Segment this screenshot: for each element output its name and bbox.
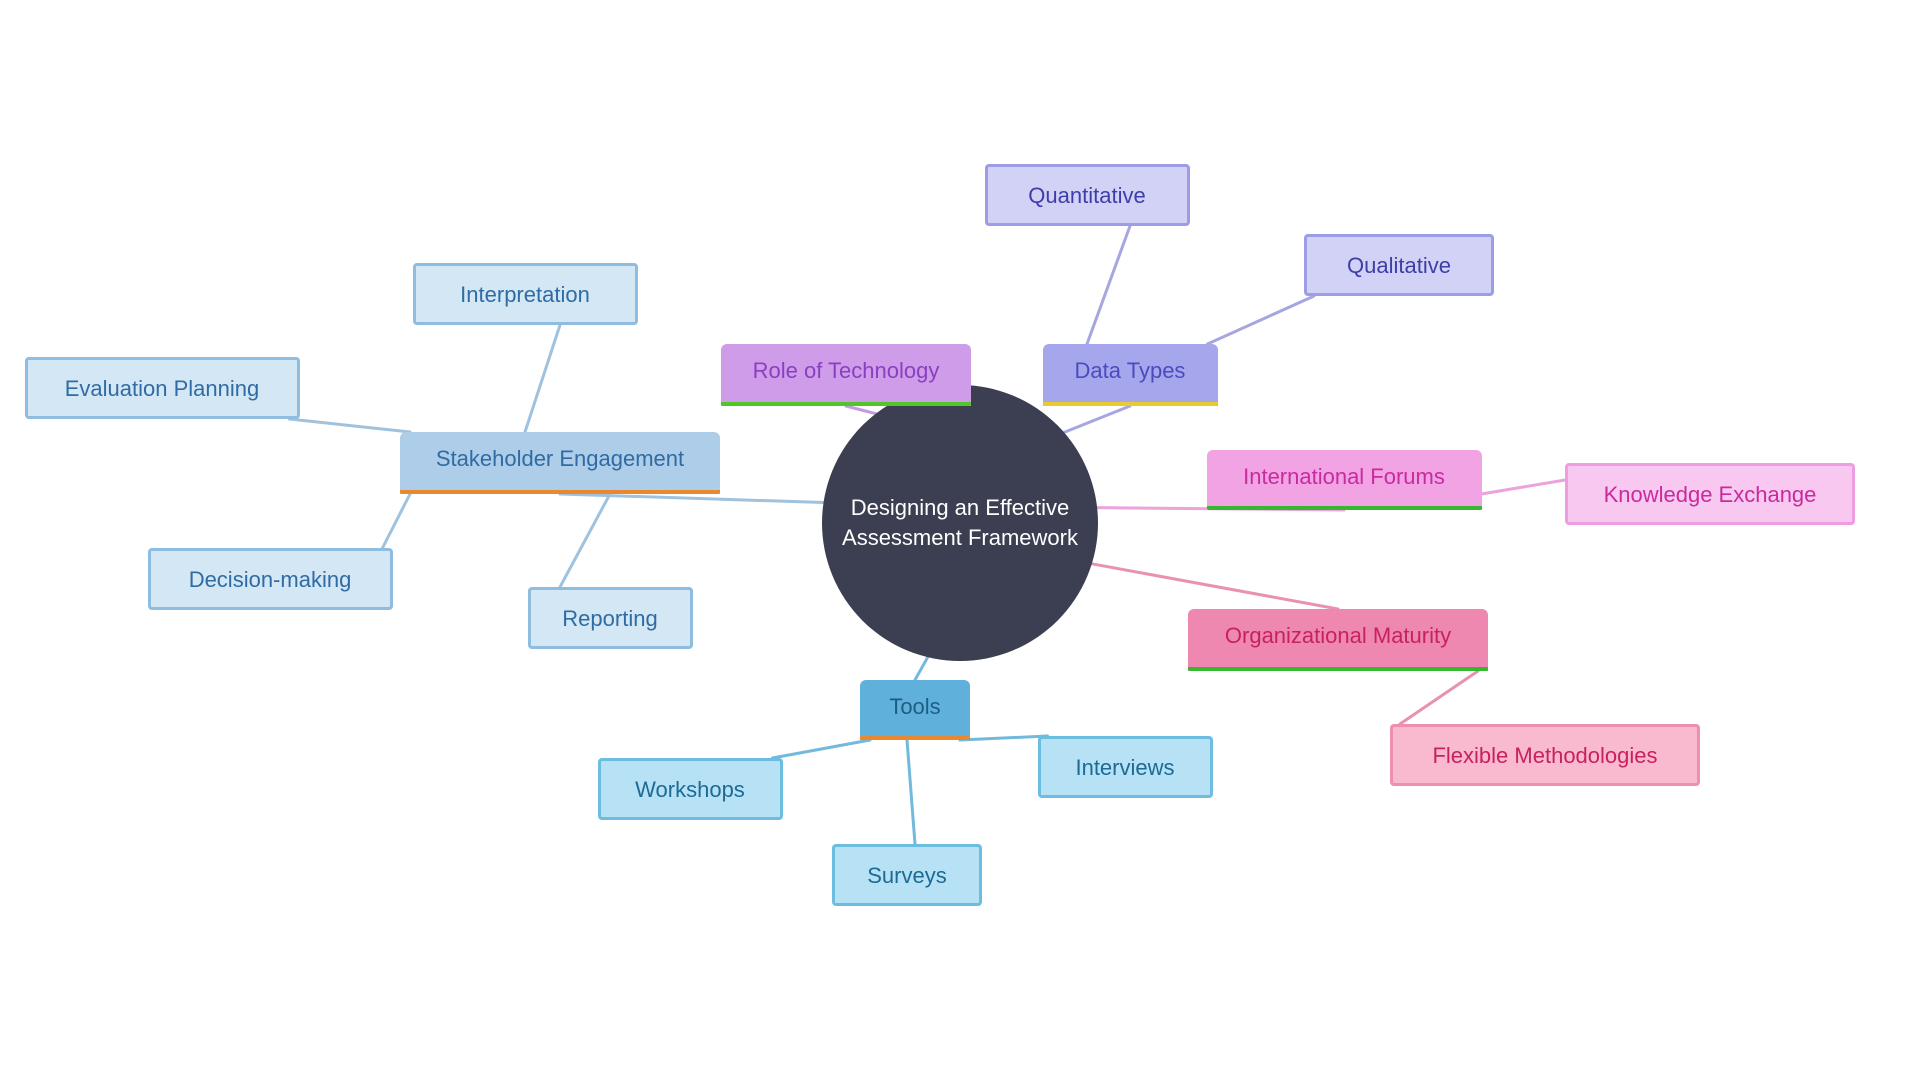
- leaf-forums-0: Knowledge Exchange: [1565, 463, 1855, 525]
- leaf-stakeholder-0: Interpretation: [413, 263, 638, 325]
- leaf-datatypes-1: Qualitative: [1304, 234, 1494, 296]
- mindmap-canvas: Designing an Effective Assessment Framew…: [0, 0, 1920, 1080]
- leaf-tools-1: Surveys: [832, 844, 982, 906]
- center-node: Designing an Effective Assessment Framew…: [822, 385, 1098, 661]
- branch-tools: Tools: [860, 680, 970, 740]
- leaf-stakeholder-1: Evaluation Planning: [25, 357, 300, 419]
- leaf-datatypes-0: Quantitative: [985, 164, 1190, 226]
- branch-forums: International Forums: [1207, 450, 1482, 510]
- branch-tech: Role of Technology: [721, 344, 971, 406]
- leaf-tools-0: Workshops: [598, 758, 783, 820]
- branch-stakeholder: Stakeholder Engagement: [400, 432, 720, 494]
- leaf-tools-2: Interviews: [1038, 736, 1213, 798]
- branch-datatypes: Data Types: [1043, 344, 1218, 406]
- leaf-stakeholder-2: Decision-making: [148, 548, 393, 610]
- branch-maturity: Organizational Maturity: [1188, 609, 1488, 671]
- leaf-maturity-0: Flexible Methodologies: [1390, 724, 1700, 786]
- leaf-stakeholder-3: Reporting: [528, 587, 693, 649]
